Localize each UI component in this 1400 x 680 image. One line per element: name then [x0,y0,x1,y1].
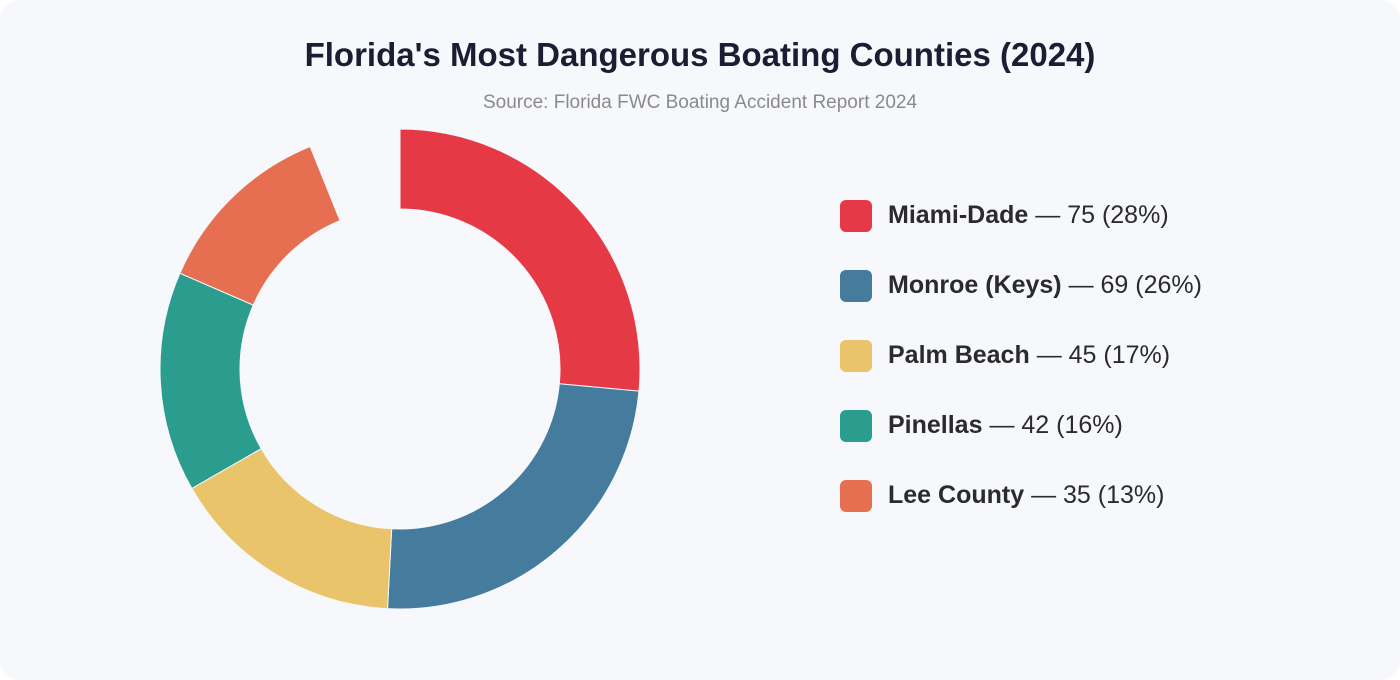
legend-text: Monroe (Keys) — 69 (26%) [888,271,1202,300]
donut-slice-pinellas [159,272,262,490]
legend-value: — 69 (26%) [1061,271,1202,299]
donut-slice-lee-county [179,145,341,306]
legend-text: Palm Beach — 45 (17%) [888,341,1170,370]
donut-slice-miami-dade [399,128,641,392]
legend-label: Palm Beach [888,341,1030,369]
legend-item-miami-dade: Miami-Dade — 75 (28%) [840,198,1202,233]
legend-value: — 35 (13%) [1024,481,1165,509]
legend-value: — 42 (16%) [982,411,1123,439]
donut-slice-monroe-keys [387,383,640,610]
legend-value: — 45 (17%) [1029,341,1171,369]
legend-swatch [840,479,872,512]
legend-label: Monroe (Keys) [888,271,1062,299]
legend-swatch [840,199,872,232]
legend-swatch [840,269,872,302]
legend-swatch [840,339,872,372]
chart-legend: Miami-Dade — 75 (28%) Monroe (Keys) — 69… [840,198,1202,548]
donut-slice-palm-beach [191,447,393,610]
chart-title: Florida's Most Dangerous Boating Countie… [304,36,1096,73]
chart-subtitle: Source: Florida FWC Boating Accident Rep… [482,92,918,113]
legend-item-pinellas: Pinellas — 42 (16%) [840,408,1202,443]
legend-item-lee-county: Lee County — 35 (13%) [840,478,1202,513]
legend-text: Miami-Dade — 75 (28%) [888,201,1169,230]
legend-swatch [840,409,872,442]
legend-label: Pinellas [888,411,983,439]
legend-label: Lee County [888,481,1025,509]
legend-value: — 75 (28%) [1028,201,1169,229]
legend-text: Lee County — 35 (13%) [888,481,1164,510]
legend-label: Miami-Dade [888,201,1029,229]
legend-text: Pinellas — 42 (16%) [888,411,1123,440]
legend-item-palm-beach: Palm Beach — 45 (17%) [840,338,1202,373]
legend-item-monroe-keys: Monroe (Keys) — 69 (26%) [840,268,1202,303]
